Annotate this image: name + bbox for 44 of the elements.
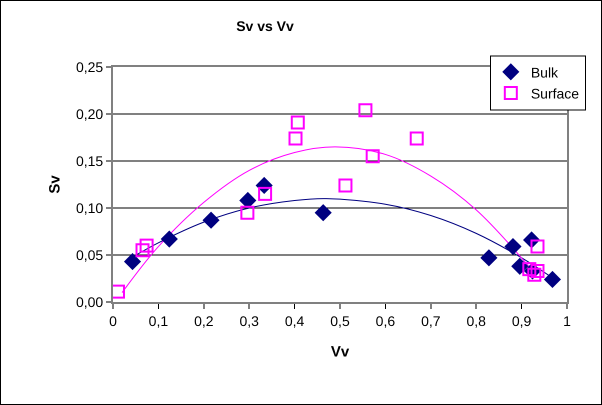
point xyxy=(240,206,254,220)
point xyxy=(140,238,154,253)
point xyxy=(202,212,220,228)
point xyxy=(504,238,522,255)
x-tick-label: 0,3 xyxy=(239,312,260,329)
legend-label: Bulk xyxy=(530,64,560,80)
point xyxy=(530,264,544,278)
y-tick-label: 0,25 xyxy=(76,58,104,75)
x-tick-label: 0,7 xyxy=(421,312,441,329)
point xyxy=(136,243,150,258)
point xyxy=(124,253,141,270)
point xyxy=(240,192,256,209)
point xyxy=(290,115,305,130)
y-tick-label: 0,00 xyxy=(76,294,104,310)
point xyxy=(338,178,352,192)
x-tick-label: 0 xyxy=(109,312,118,329)
y-tick-label: 0,20 xyxy=(76,106,104,122)
x-tick-label: 0,4 xyxy=(284,312,305,329)
point xyxy=(522,262,536,276)
y-axis-title: Sv xyxy=(46,174,64,194)
chart-title: Sv vs Vv xyxy=(236,18,294,34)
x-tick-label: 0,6 xyxy=(376,312,396,329)
y-tick-label: 0,10 xyxy=(76,200,104,216)
point xyxy=(544,271,561,288)
x-tick-label: 1 xyxy=(563,312,572,329)
y-tick-label: 0,15 xyxy=(76,152,104,169)
x-tick-label: 0,9 xyxy=(512,312,532,329)
point xyxy=(366,149,380,164)
point xyxy=(258,186,272,201)
point xyxy=(315,204,332,221)
point xyxy=(410,131,424,146)
x-tick-label: 0,2 xyxy=(194,312,214,329)
point xyxy=(358,103,372,118)
point xyxy=(530,240,544,254)
point xyxy=(480,250,498,266)
point xyxy=(161,230,178,248)
point xyxy=(527,268,542,282)
x-tick-label: 0,8 xyxy=(466,312,486,329)
y-tick-label: 0,05 xyxy=(76,246,104,263)
x-axis-title: Vv xyxy=(330,343,350,360)
x-tick-label: 0,1 xyxy=(148,312,168,329)
x-tick-label: 0,5 xyxy=(330,312,350,329)
point xyxy=(288,131,303,146)
legend-label: Surface xyxy=(530,86,580,102)
